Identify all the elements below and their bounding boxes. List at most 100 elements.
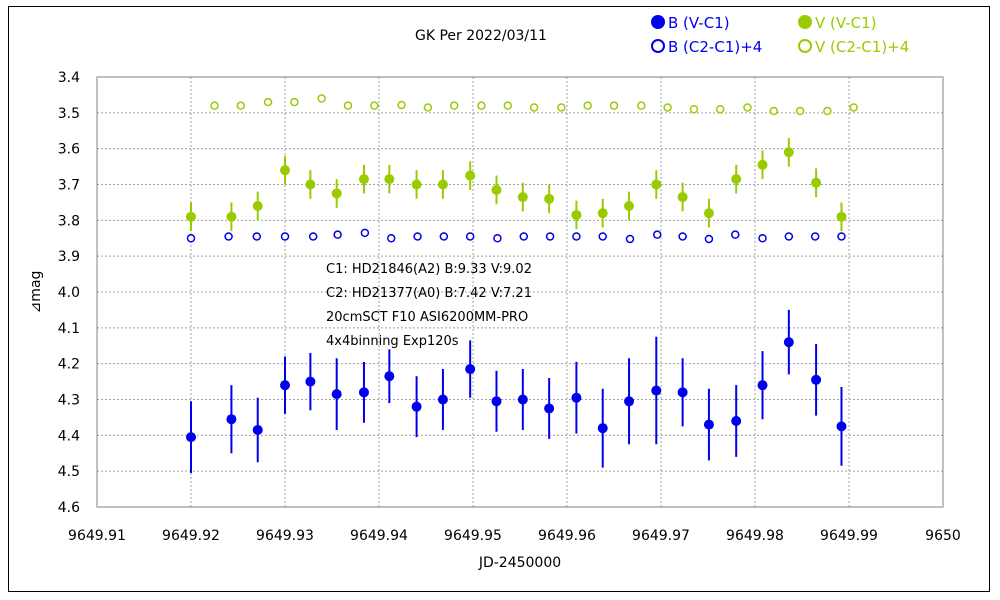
data-point bbox=[571, 209, 582, 220]
data-point bbox=[384, 174, 395, 185]
data-point bbox=[343, 101, 353, 110]
data-point bbox=[784, 232, 794, 241]
data-point bbox=[625, 234, 635, 244]
annotation-telescope: 20cmSCT F10 ASI6200MM-PRO bbox=[326, 310, 529, 325]
data-point bbox=[331, 389, 342, 400]
data-point bbox=[703, 419, 714, 430]
series-3 bbox=[210, 94, 858, 116]
x-tick-label: 9650 bbox=[925, 528, 961, 544]
data-point bbox=[677, 387, 688, 398]
data-point bbox=[704, 234, 714, 244]
open-circle-marker-icon bbox=[798, 39, 812, 53]
data-point bbox=[358, 174, 369, 185]
data-point bbox=[437, 179, 448, 190]
data-point bbox=[226, 414, 237, 425]
x-tick-label: 9649.99 bbox=[820, 528, 878, 544]
data-point bbox=[836, 421, 847, 432]
y-tick-label: 3.4 bbox=[58, 70, 80, 86]
data-point bbox=[836, 211, 847, 222]
data-point bbox=[186, 211, 196, 222]
data-point bbox=[305, 376, 316, 387]
data-point bbox=[493, 234, 502, 243]
data-point bbox=[386, 234, 396, 243]
data-point bbox=[624, 201, 635, 211]
legend-item-b-c2-c1: B (C2-C1)+4 bbox=[651, 38, 762, 56]
data-point bbox=[186, 234, 196, 243]
data-point bbox=[517, 394, 528, 405]
y-tick-label: 3.5 bbox=[58, 106, 80, 122]
data-point bbox=[186, 432, 196, 443]
data-point bbox=[837, 232, 846, 241]
data-point bbox=[252, 232, 262, 241]
data-point bbox=[731, 230, 740, 239]
tick-labels: 9649.91 9649.92 9649.93 9649.94 9649.95 9649.… bbox=[58, 70, 961, 544]
data-point bbox=[226, 211, 237, 222]
data-point bbox=[236, 101, 246, 110]
data-point bbox=[810, 232, 820, 241]
data-point bbox=[652, 230, 662, 239]
data-point bbox=[598, 232, 607, 241]
data-point bbox=[769, 106, 779, 116]
data-point bbox=[477, 101, 486, 110]
annotation-comp1: C1: HD21846(A2) B:9.33 V:9.02 bbox=[326, 262, 532, 277]
data-point bbox=[252, 424, 263, 435]
data-point bbox=[823, 106, 832, 116]
data-point bbox=[331, 188, 342, 199]
y-tick-label: 4.4 bbox=[58, 428, 80, 444]
data-point bbox=[557, 103, 566, 112]
series-1 bbox=[186, 137, 847, 232]
x-tick-label: 9649.96 bbox=[538, 528, 596, 544]
filled-circle-marker-icon bbox=[798, 15, 812, 29]
data-point bbox=[252, 201, 263, 211]
data-point bbox=[689, 105, 699, 114]
data-point bbox=[545, 232, 555, 241]
data-point bbox=[572, 232, 581, 241]
data-point bbox=[758, 234, 767, 243]
legend-label: B (V-C1) bbox=[668, 14, 730, 32]
x-tick-label: 9649.95 bbox=[444, 528, 502, 544]
data-point bbox=[503, 101, 513, 110]
y-tick-label: 4.5 bbox=[58, 464, 80, 480]
x-axis-label: JD-2450000 bbox=[478, 555, 561, 571]
data-point bbox=[651, 385, 662, 396]
y-tick-label: 3.6 bbox=[58, 142, 80, 158]
data-point bbox=[678, 232, 687, 241]
data-point bbox=[597, 423, 608, 434]
data-point bbox=[397, 100, 406, 110]
data-point bbox=[370, 101, 379, 110]
y-tick-label: 4.6 bbox=[58, 500, 80, 516]
data-point bbox=[465, 170, 476, 181]
data-point bbox=[849, 103, 858, 112]
series-0 bbox=[186, 309, 847, 473]
data-point bbox=[290, 97, 299, 107]
data-point bbox=[491, 184, 502, 195]
data-point bbox=[743, 103, 752, 112]
data-point bbox=[663, 103, 672, 112]
y-tick-label: 4.1 bbox=[58, 321, 80, 337]
data-point bbox=[210, 101, 219, 110]
data-point bbox=[411, 401, 422, 412]
data-point bbox=[465, 364, 476, 375]
y-tick-label: 4.0 bbox=[58, 285, 80, 301]
data-point bbox=[637, 101, 646, 110]
data-point bbox=[317, 94, 326, 103]
x-tick-label: 9649.93 bbox=[256, 528, 314, 544]
chart-frame bbox=[8, 6, 990, 592]
data-point bbox=[411, 179, 422, 190]
data-point bbox=[360, 228, 370, 238]
data-point bbox=[333, 230, 342, 239]
data-point bbox=[624, 396, 635, 407]
y-tick-label: 3.9 bbox=[58, 249, 80, 265]
data-point bbox=[280, 232, 290, 241]
data-point bbox=[795, 106, 805, 116]
data-point bbox=[571, 392, 582, 403]
plot-area bbox=[96, 76, 944, 508]
data-point bbox=[583, 101, 592, 110]
data-point bbox=[308, 232, 318, 241]
data-point bbox=[715, 105, 725, 114]
data-point bbox=[757, 159, 768, 170]
legend-label: V (C2-C1)+4 bbox=[815, 38, 910, 56]
data-point bbox=[517, 192, 528, 203]
data-point bbox=[449, 101, 459, 110]
data-point bbox=[491, 396, 502, 407]
